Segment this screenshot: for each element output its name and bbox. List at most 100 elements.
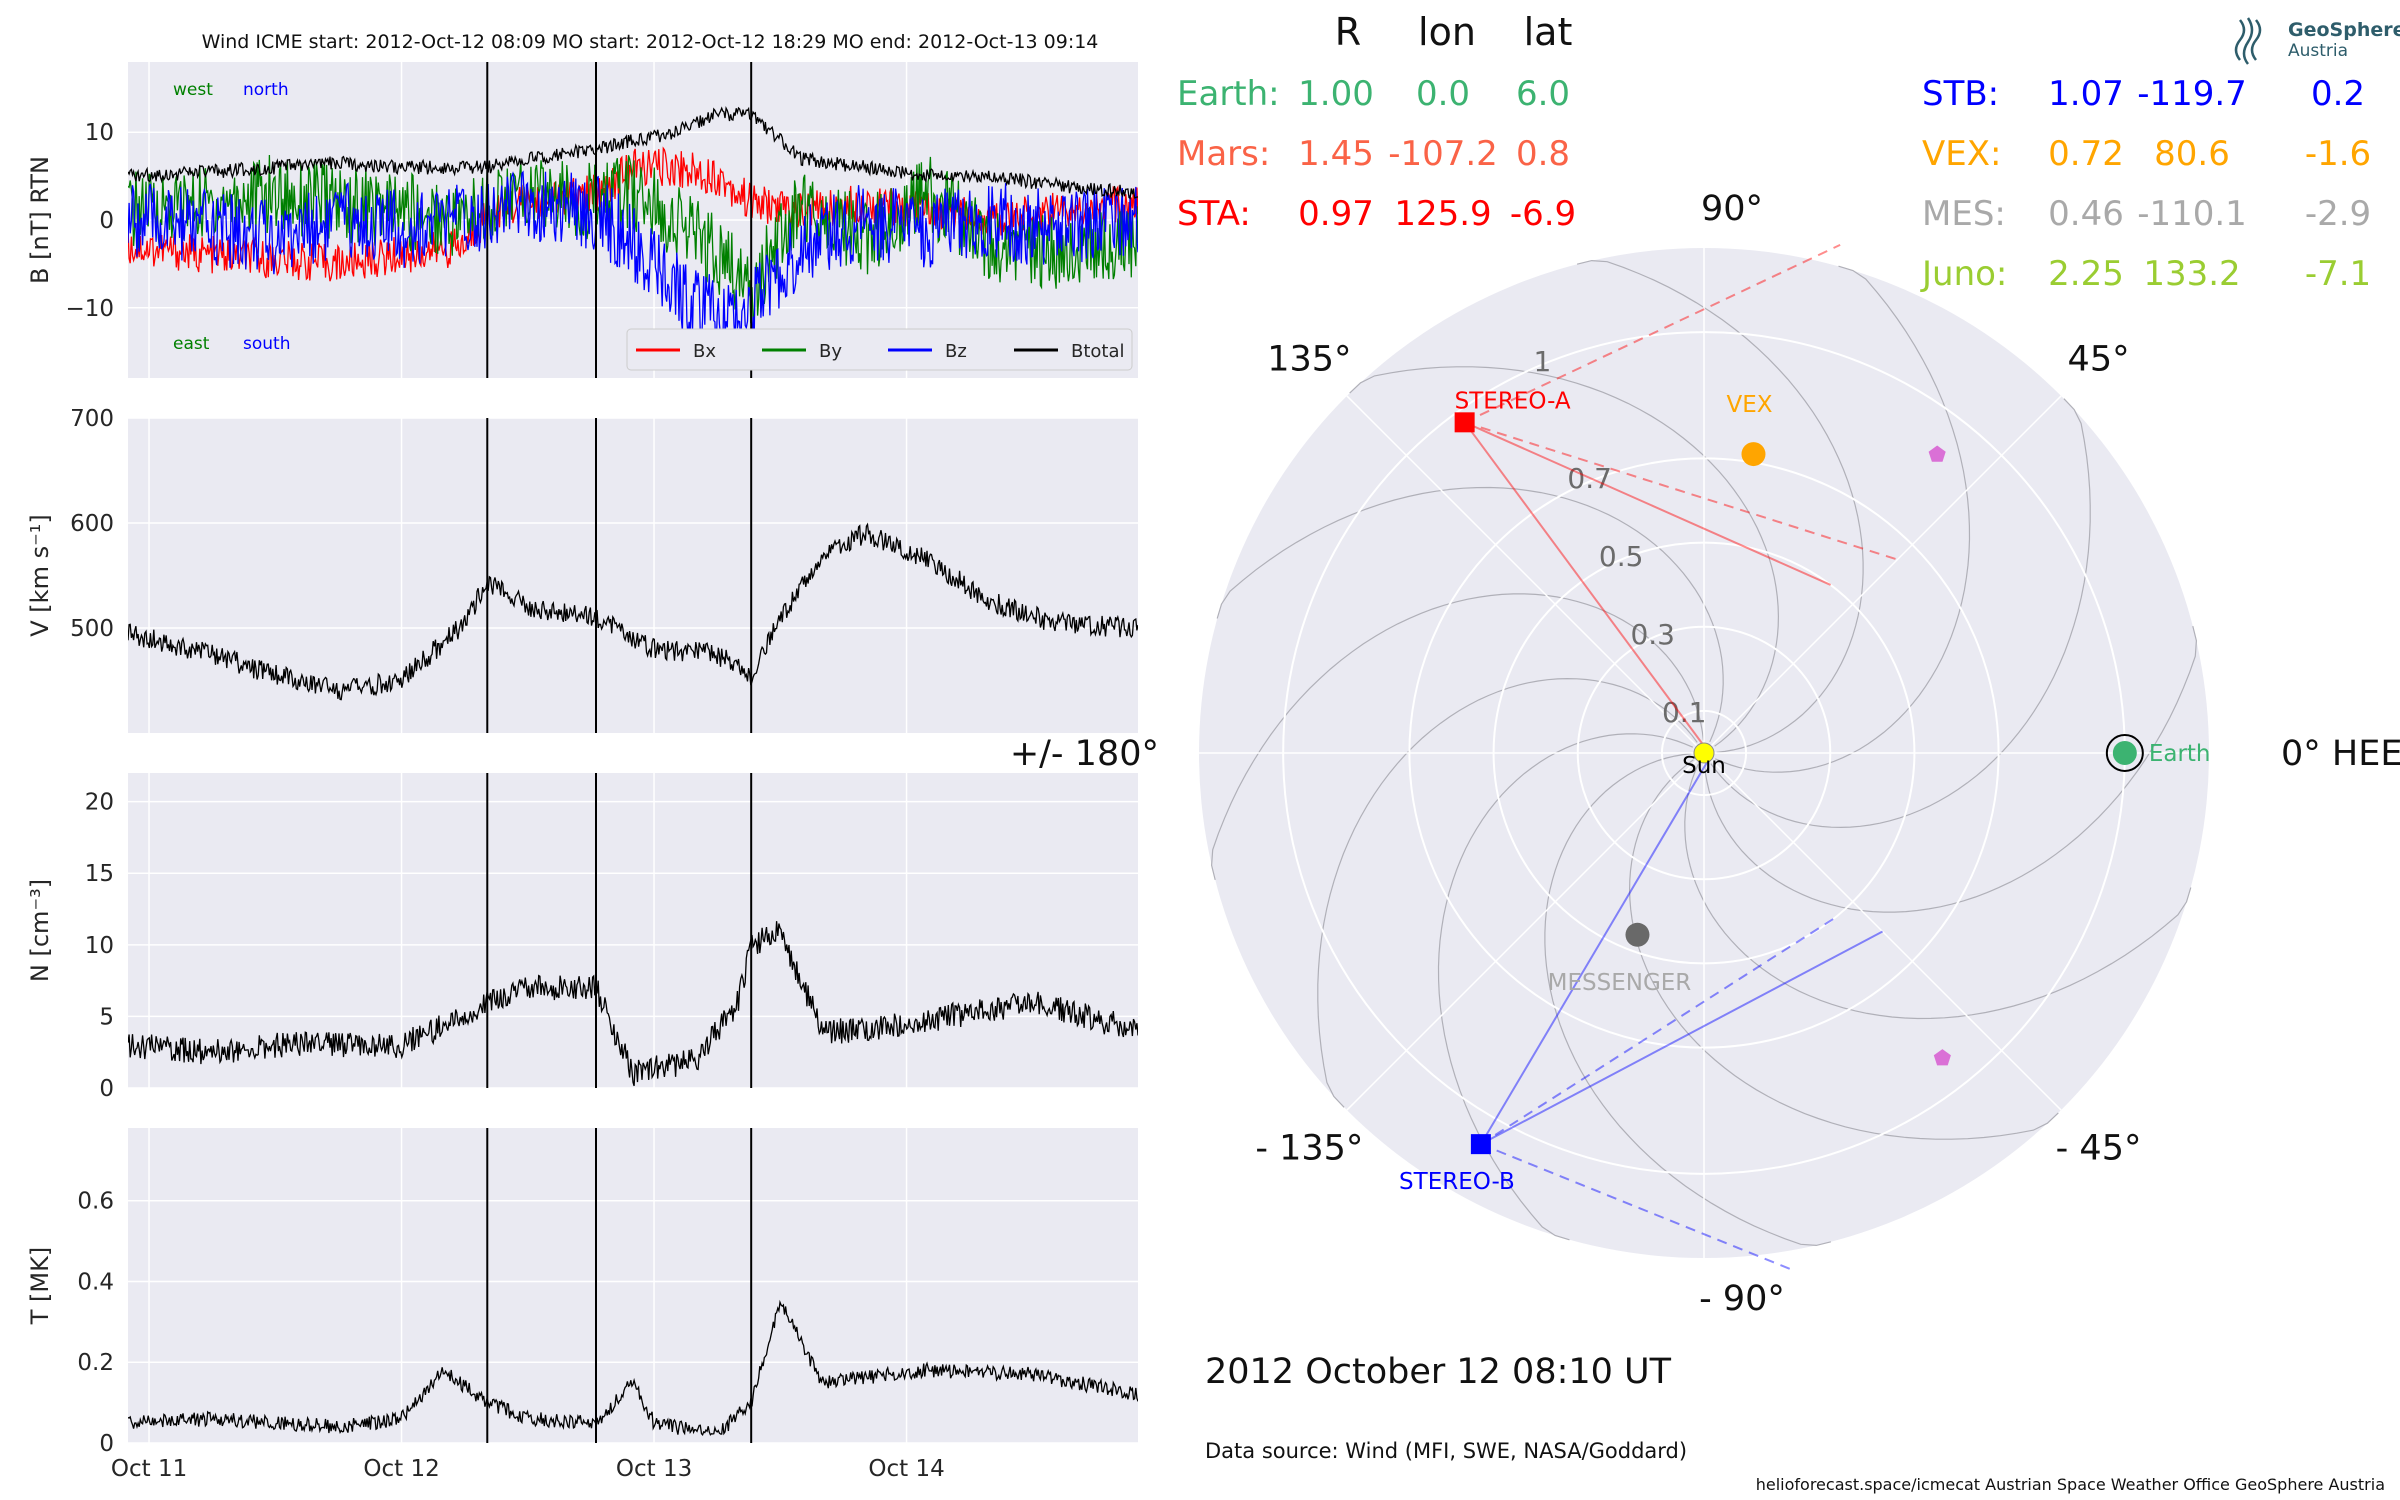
spiral-arc [1628,759,2059,1140]
x-tick-label: Oct 11 [111,1456,187,1482]
plot-title: Wind ICME start: 2012-Oct-12 08:09 MO st… [202,31,1099,53]
y-tick-label: 15 [85,861,114,887]
y-tick-label: −10 [65,296,114,322]
series-line-data [128,1299,1138,1436]
panel-background [128,773,1138,1088]
table-cell: -2.9 [2305,194,2371,234]
y-tick-label: 0 [99,208,114,234]
y-axis-label: V [km s⁻¹] [26,514,54,636]
fov-line [1480,917,1835,1145]
angle-label: - 45° [2056,1129,2142,1169]
spiral-arc [1710,398,2091,829]
footer-credits: helioforecast.space/icmecat Austrian Spa… [1756,1475,2385,1494]
table-header: R [1335,10,1361,54]
y-axis-label: N [cm⁻³] [26,879,54,982]
angle-label: 135° [1267,339,1351,379]
table-cell: 0.0 [1416,74,1470,114]
table-header: lat [1524,10,1573,54]
angle-label: +/- 180° [1010,734,1159,774]
table-row-label: VEX: [1922,134,2002,174]
panel-background [128,1128,1138,1443]
body-label: Earth [2149,741,2211,767]
panel-3: 0 0.2 0.4 0.6 T [MK] [26,1128,1138,1457]
spiral-arc [1714,265,1971,773]
angular-grid-line [1346,395,1705,754]
table-cell: 0.2 [2311,74,2365,114]
table-cell: 0.97 [1298,194,1374,234]
fov-line [1463,421,1709,752]
series-line-bz [128,170,1138,354]
radial-tick-label: 0.3 [1630,618,1675,651]
fov-line [1464,421,1898,561]
table-row-label: Juno: [1920,254,2007,294]
radial-tick-label: 1 [1533,345,1551,378]
logo-line2: Austria [2288,41,2348,61]
table-row-label: STB: [1922,74,1999,114]
y-tick-label: 0.6 [77,1189,114,1215]
table-cell: 0.46 [2048,194,2124,234]
angular-grid-line [1703,395,2062,754]
y-tick-label: 0 [99,1431,114,1457]
marker-stereo-a [1454,412,1475,433]
series-line-data [128,921,1138,1087]
legend-label: By [819,341,842,362]
x-tick-label: Oct 12 [363,1456,439,1482]
angle-label: 90° [1701,189,1763,229]
table-cell: 6.0 [1516,74,1570,114]
y-axis-label: B [nT] RTN [26,156,54,284]
table-cell: 133.2 [2143,254,2240,294]
marker-pentagon [1933,1049,1951,1066]
table-header: lon [1418,10,1476,54]
panel-1: 500 600 700 V [km s⁻¹] [26,406,1138,733]
table-cell: 0.8 [1516,134,1570,174]
y-tick-label: 0.4 [77,1269,114,1295]
body-label: Sun [1682,753,1726,779]
fov-line [1464,421,1832,586]
table-cell: 1.45 [1298,134,1374,174]
marker-earth-ring [2105,734,2144,772]
marker-vex [1741,442,1766,467]
angle-label: 45° [2068,339,2130,379]
body-label: MESSENGER [1548,970,1692,996]
legend-label: Btotal [1071,341,1125,362]
radial-tick-label: 0.5 [1599,540,1644,573]
panel-background [128,418,1138,733]
radial-tick-label: 0.7 [1567,462,1612,495]
fov-line [1480,1143,1796,1272]
table-cell: -6.9 [1510,194,1576,234]
x-tick-label: Oct 13 [616,1456,692,1482]
radial-tick-label: 0.1 [1662,696,1707,729]
table-cell: 0.72 [2048,134,2124,174]
spiral-arc [1576,259,1864,753]
table-cell: 1.07 [2048,74,2124,114]
logo: GeoSphere Austria [2234,17,2400,65]
table-row-label: Mars: [1177,134,1270,174]
marker-earth [2112,741,2137,765]
y-tick-label: 0 [99,1076,114,1102]
angle-label: 0° HEEQ [2281,734,2400,774]
angle-label: - 90° [1699,1279,1785,1319]
body-label: STEREO-A [1455,388,1571,414]
logo-line1: GeoSphere [2288,19,2400,41]
date-text: 2012 October 12 08:10 UT [1205,1352,1672,1392]
panel-0: −10 0 10 B [nT] RTN [26,62,1138,378]
spiral-arc [1704,625,2198,913]
body-label: STEREO-B [1399,1169,1515,1195]
spiral-arc [1349,366,1780,747]
annotation-east: east [173,334,210,354]
y-tick-label: 20 [85,790,114,816]
marker-stereo-b [1470,1134,1491,1155]
legend-label: Bx [693,341,716,362]
annotation-west: west [173,80,213,100]
angular-grid-line [1346,752,1705,1111]
legend-label: Bz [945,341,967,362]
table-row-label: Earth: [1177,74,1280,114]
y-tick-label: 0.2 [77,1350,114,1376]
spiral-arc [1317,677,1698,1108]
table-cell: 2.25 [2048,254,2124,294]
fov-line [1480,759,1710,1145]
table-cell: -7.1 [2305,254,2371,294]
legend-box [626,328,1133,371]
